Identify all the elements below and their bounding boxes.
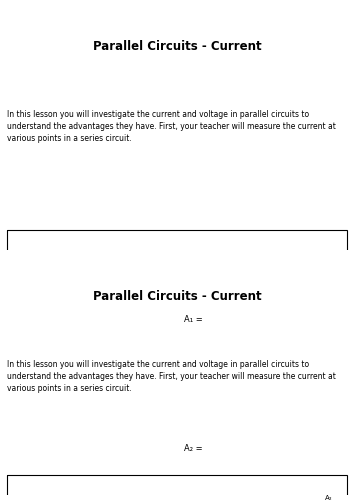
Text: Parallel Circuits - Current: Parallel Circuits - Current [93,290,261,303]
Text: A₂: A₂ [325,494,333,500]
Circle shape [290,442,354,500]
Text: In this lesson you will investigate the current and voltage in parallel circuits: In this lesson you will investigate the … [7,360,336,392]
Text: A₁ =: A₁ = [184,316,205,324]
Circle shape [205,448,276,500]
Text: Parallel Circuits - Current: Parallel Circuits - Current [93,40,261,53]
Text: In this lesson you will investigate the current and voltage in parallel circuits: In this lesson you will investigate the … [7,110,336,142]
Text: A₂ =: A₂ = [184,444,205,453]
